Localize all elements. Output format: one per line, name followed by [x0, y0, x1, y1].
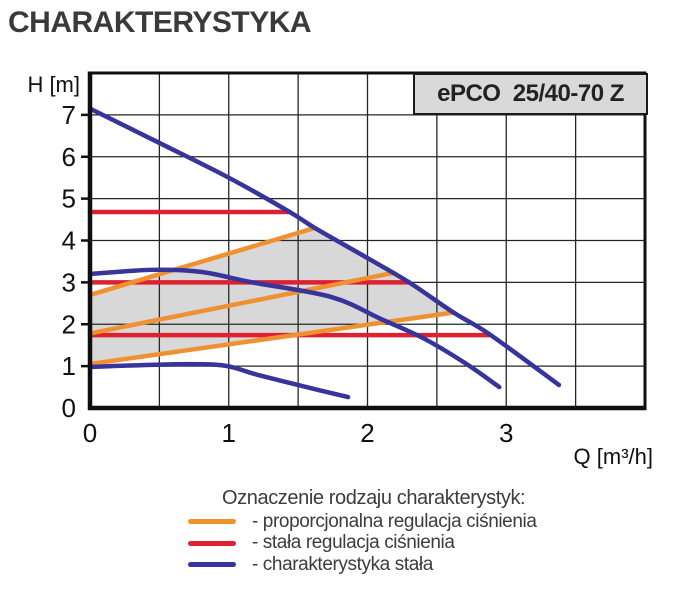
series-charakterystyka-stala-mid	[87, 267, 502, 390]
legend-item-fixed-characteristic: - charakterystyka stała	[188, 554, 537, 576]
x-tick-label: 3	[499, 418, 513, 448]
y-tick-label: 0	[62, 393, 76, 423]
pump-curve-chart: 0 1 2 3 4 5 6 7 0 1 2 3 H [m] Q [m³/h]	[27, 71, 653, 469]
legend-label-proportional: - proporcjonalna regulacja ciśnienia	[252, 510, 537, 532]
x-axis-title: Q [m³/h]	[574, 444, 653, 469]
fixed-characteristic-line-swatch-icon	[188, 562, 236, 568]
y-tick-label: 1	[62, 351, 76, 381]
legend-label-constant-pressure: - stała regulacja ciśnienia	[252, 532, 455, 554]
y-tick-label: 6	[62, 142, 76, 172]
x-tick-label: 1	[222, 418, 236, 448]
x-tick-label: 0	[83, 418, 97, 448]
y-axis-title: H [m]	[27, 72, 80, 97]
y-tick-label: 5	[62, 184, 76, 214]
chart-title: ePCO 25/40-70 Z	[437, 80, 624, 107]
y-tick-label: 4	[62, 226, 76, 256]
series-proporcjonalna-regulacja-max	[87, 225, 318, 298]
y-tick-label: 2	[62, 309, 76, 339]
y-tick-label: 3	[62, 267, 76, 297]
series-proporcjonalna-regulacja-mid	[87, 270, 397, 336]
legend-title: Oznaczenie rodzaju charakterystyk:	[222, 487, 526, 509]
legend: Oznaczenie rodzaju charakterystyk: - pro…	[188, 487, 537, 576]
x-tick-label: 2	[360, 418, 374, 448]
page-title: CHARAKTERYSTYKA	[8, 6, 312, 39]
series-charakterystyka-stala-min	[87, 361, 351, 400]
proportional-line-swatch-icon	[188, 519, 236, 525]
series-charakterystyka-stala-max	[87, 106, 562, 388]
y-tick-label: 7	[62, 100, 76, 130]
series-proporcjonalna-regulacja-min	[87, 310, 456, 367]
legend-item-proportional: - proporcjonalna regulacja ciśnienia	[188, 511, 537, 533]
legend-label-fixed-characteristic: - charakterystyka stała	[252, 553, 433, 575]
constant-pressure-line-swatch-icon	[188, 540, 236, 546]
chart-title-box: ePCO 25/40-70 Z	[413, 73, 648, 115]
legend-item-constant-pressure: - stała regulacja ciśnienia	[188, 532, 537, 555]
